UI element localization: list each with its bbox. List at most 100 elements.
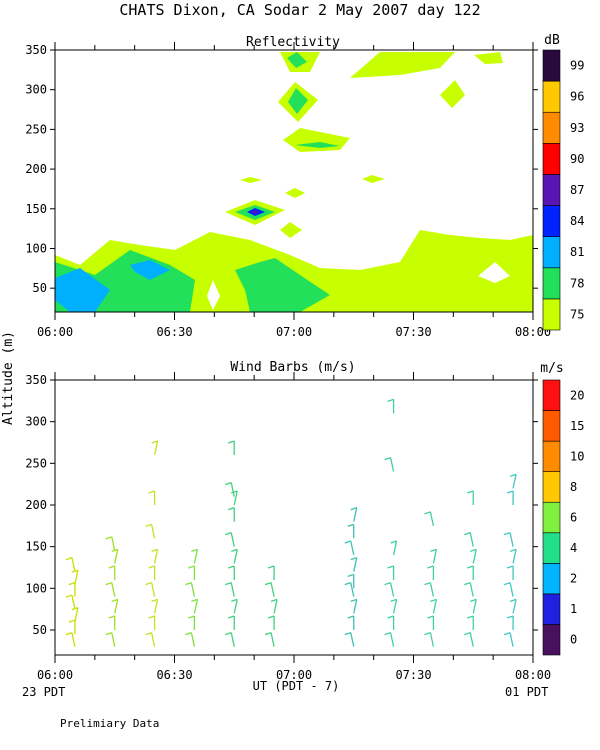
wind-barb-flag [185,582,192,586]
wind-barb [111,582,116,597]
wind-barb [469,582,474,597]
wind-barb-flag [148,565,155,569]
wind-barb [270,582,275,597]
colorbar-level-label: 81 [570,245,584,259]
colorbar-swatch [542,174,561,206]
wind-barb [74,607,79,622]
y-tick-label: 350 [25,373,47,387]
wind-barb-flag [145,582,152,586]
reflectivity-contour-78-upper7 [288,88,308,114]
wind-barb [392,599,398,614]
wind-barb [512,474,517,489]
wind-barb [429,582,435,597]
x-tick-label: 07:00 [276,325,312,339]
wind-barb-flag [387,615,394,619]
wind-barb-flag [509,598,517,602]
x-tick-label: 06:00 [37,668,73,682]
wind-barb [233,490,238,506]
wind-barb [190,582,196,597]
wind-barb-flag [467,565,474,569]
wind-barb [150,582,156,597]
reflectivity-colorbar: 75 78 81 84 87 90 93 96 99 [542,49,584,331]
wind-barbs-colorbar: 0 1 2 4 6 8 10 15 20 [542,379,584,656]
wind-barb-flag [108,565,115,569]
colorbar-swatch [542,440,561,472]
colorbar-swatch [542,236,561,269]
wind-barb-flag [344,582,351,586]
wind-barb-flag [470,598,477,602]
wind-barb-flag [506,565,514,569]
y-tick-label: 150 [25,540,47,554]
x-tick-label: 08:00 [515,325,551,339]
wind-barb [114,599,119,614]
wind-barb [111,632,116,647]
wind-barbs [65,398,517,647]
x-axis-label: UT (PDT - 7) [253,679,340,693]
wind-barb-flag [105,582,112,586]
wind-barb-flag [151,598,158,602]
x-tick-label: 06:30 [156,325,192,339]
colorbar-swatch [542,267,561,300]
x-tick-label: 07:30 [395,668,431,682]
reflectivity-contour-75-patch [478,262,510,283]
wind-barb-flag [503,532,511,536]
wind-barb-flag [148,615,155,619]
wind-barbs-frame [54,379,534,656]
wind-barb-flag [188,615,195,619]
colorbar-level-label: 0 [570,633,577,647]
wind-barb [389,632,395,647]
wind-barb-flag [384,582,391,586]
wind-barb-flag [270,598,278,602]
wind-barb [233,549,238,564]
wind-barb-flag [464,532,471,536]
wind-barb [472,599,477,614]
colorbar-swatch [542,143,561,175]
wind-barb [389,457,395,472]
colorbar-swatch [542,501,561,534]
colorbar-level-label: 78 [570,276,584,290]
wind-barb [233,599,238,614]
wind-barb-flag [228,565,235,569]
wind-barb-flag [509,548,517,552]
reflectivity-title: Reflectivity [246,35,340,50]
wind-barb-flag [390,540,397,544]
wind-barb [150,524,156,539]
y-tick-label: 300 [25,83,47,97]
wind-barb-flag [427,615,434,619]
wind-barb [432,549,438,564]
wind-barb [153,599,159,614]
reflectivity-contour-75-upper5 [362,175,385,183]
wind-barb [230,482,235,497]
wind-barb-flag [225,482,232,486]
y-tick-label: 100 [25,241,47,255]
wind-barb [509,582,514,597]
wind-barb [469,532,474,547]
reflectivity-contour-75-notch [207,280,220,310]
wind-barb [353,557,358,572]
wind-barb-flag [151,548,158,552]
y-tick-label: 300 [25,415,47,429]
wind-barb-flag [424,511,431,515]
wind-barb [509,532,514,547]
colorbar-swatch [542,471,561,503]
wind-barb-flag [145,632,152,636]
wind-barb [71,557,76,572]
wind-barb-flag [384,632,391,636]
colorbar-level-label: 84 [570,214,584,228]
y-tick-label: 150 [25,202,47,216]
reflectivity-contour-75-upper10 [440,80,465,108]
left-date-label: 23 PDT [22,685,65,699]
wind-barb-flag [231,598,238,602]
wind-barb-flag [470,548,477,552]
wind-barb-flag [105,632,112,636]
wind-barb [230,582,235,597]
wind-barb [114,549,119,564]
wind-barb-flag [267,565,275,569]
wind-barb-flag [424,582,431,586]
colorbar-level-label: 93 [570,121,584,135]
reflectivity-contour-78-upper8 [287,52,307,68]
wind-barb [350,632,355,647]
wind-barb-flag [185,632,192,636]
wind-barb-flag [430,598,437,602]
